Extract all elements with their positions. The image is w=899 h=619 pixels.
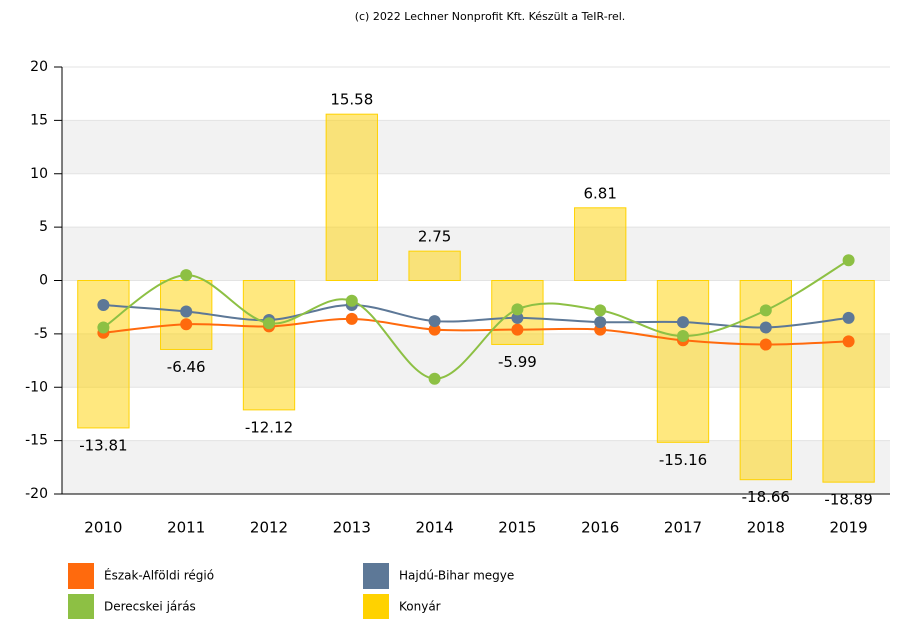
y-tick-label: 10 (30, 166, 48, 182)
point (511, 311, 524, 324)
legend-label: Derecskei járás (104, 600, 196, 614)
bar (242, 280, 296, 411)
point (428, 315, 441, 328)
x-tick-label: 2011 (167, 519, 205, 537)
x-tick-label: 2016 (581, 519, 619, 537)
x-tick-label: 2015 (498, 519, 536, 537)
point (97, 299, 110, 312)
data-label: -13.81 (79, 436, 127, 454)
data-label: -5.99 (498, 353, 537, 371)
bar (822, 280, 875, 483)
x-tick-label: 2018 (747, 519, 785, 537)
x-tick-label: 2014 (416, 519, 454, 537)
x-tick-label: 2010 (84, 519, 122, 537)
series-line (103, 304, 849, 329)
data-label: 2.75 (418, 228, 451, 246)
y-tick-label: -15 (25, 433, 48, 449)
legend-label: Konyár (399, 600, 441, 614)
point (263, 317, 275, 330)
bar (656, 280, 710, 443)
point (594, 304, 607, 317)
point (345, 312, 358, 325)
x-tick-label: 2012 (250, 519, 288, 537)
data-label: -6.46 (167, 358, 206, 376)
x-tick-label: 2017 (664, 519, 702, 537)
point (428, 323, 441, 336)
point (180, 305, 193, 318)
x-tick-label: 2013 (333, 519, 371, 537)
series-line (103, 317, 849, 346)
data-label: -18.89 (824, 491, 872, 509)
chart-title: (c) 2022 Lechner Nonprofit Kft. Készült … (355, 10, 626, 23)
point (759, 304, 772, 317)
legend-label: Hajdú-Bihar megye (399, 569, 514, 583)
y-tick-label: 20 (30, 59, 48, 75)
series-line (102, 259, 850, 380)
point (180, 269, 193, 282)
legend-swatch (68, 563, 94, 589)
point (180, 318, 193, 331)
point (594, 316, 607, 329)
point (842, 254, 855, 267)
point (759, 338, 772, 351)
data-label: -12.12 (245, 418, 293, 436)
y-tick-label: -10 (25, 379, 48, 395)
point (428, 372, 441, 385)
data-label: -15.16 (659, 451, 707, 469)
y-tick-label: 5 (39, 219, 48, 235)
point (759, 321, 772, 334)
legend-swatch (363, 594, 389, 619)
y-tick-label: 0 (39, 273, 48, 289)
point (842, 311, 855, 324)
bar (325, 113, 378, 281)
data-label: -18.66 (742, 488, 790, 506)
legend-swatch (68, 594, 94, 619)
y-tick-label: 15 (30, 112, 48, 128)
bar (408, 250, 461, 282)
data-label: 6.81 (583, 184, 616, 202)
point (511, 323, 524, 336)
bar (574, 207, 627, 281)
y-tick-label: -5 (34, 326, 48, 342)
y-tick-label: -20 (25, 486, 48, 502)
point (97, 321, 110, 334)
point (677, 330, 689, 343)
grid-band (62, 227, 890, 281)
point (345, 294, 358, 307)
point (842, 335, 855, 348)
data-label: 15.58 (330, 91, 373, 109)
legend-swatch (363, 563, 389, 589)
legend-label: Észak-Alföldi régió (104, 568, 214, 583)
x-tick-label: 2019 (830, 519, 868, 537)
point (511, 303, 524, 316)
point (677, 316, 689, 329)
grid-band (62, 120, 890, 174)
